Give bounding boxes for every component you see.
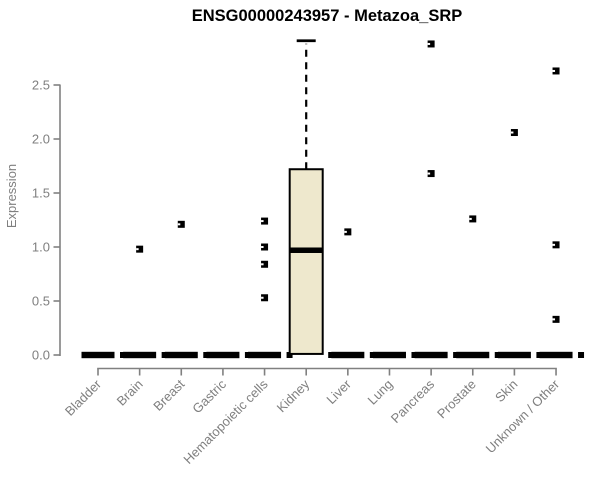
- y-tick-label: 0.5: [32, 294, 50, 309]
- y-tick-label: 1.0: [32, 240, 50, 255]
- box-hematopoietic-cells: [248, 217, 293, 359]
- outlier-point: [552, 241, 560, 249]
- box-bladder: [81, 351, 126, 359]
- x-tick-label-breast: Breast: [150, 376, 187, 413]
- outlier-point: [261, 217, 269, 225]
- zero-side-square: [120, 352, 126, 358]
- collapsed-box: [331, 351, 365, 359]
- box-unknown-other: [539, 67, 585, 359]
- collapsed-box: [123, 351, 157, 359]
- outlier-point: [469, 215, 477, 223]
- outlier-point-slit: [510, 131, 514, 134]
- outlier-point: [552, 315, 560, 323]
- outlier-point-slit: [469, 217, 472, 220]
- y-tick-label: 1.5: [32, 186, 50, 201]
- outlier-point-slit: [136, 248, 139, 251]
- zero-side-square: [369, 352, 376, 358]
- y-tick-label: 2.5: [32, 78, 50, 93]
- outlier-point: [136, 245, 144, 253]
- collapsed-box: [248, 351, 282, 359]
- x-tick-label-gastric: Gastric: [189, 376, 229, 416]
- collapsed-box: [206, 351, 240, 359]
- x-tick-label-prostate: Prostate: [434, 377, 479, 422]
- zero-side-square: [244, 352, 251, 358]
- zero-side-square: [578, 352, 585, 358]
- outlier-point-slit: [261, 246, 264, 248]
- outlier-point: [177, 220, 185, 228]
- zero-side-square: [203, 352, 210, 358]
- x-tick-label-brain: Brain: [114, 377, 146, 409]
- collapsed-box: [164, 351, 198, 359]
- outlier-point: [261, 260, 269, 268]
- zero-side-square: [494, 352, 501, 358]
- box-rect: [288, 168, 324, 355]
- outlier-point-slit: [177, 223, 181, 226]
- outlier-point: [427, 170, 435, 178]
- zero-side-square: [161, 352, 168, 358]
- chart-title: ENSG00000243957 - Metazoa_SRP: [191, 7, 463, 25]
- x-tick-label-kidney: Kidney: [274, 376, 313, 415]
- zero-side-square: [286, 352, 293, 358]
- outlier-point-slit: [552, 243, 556, 246]
- y-axis-title: Expression: [4, 164, 19, 228]
- outlier-point-slit: [552, 69, 556, 72]
- outlier-point-slit: [344, 230, 347, 233]
- outlier-point-slit: [552, 318, 556, 321]
- x-tick-label-lung: Lung: [365, 377, 396, 408]
- median-line: [289, 247, 323, 253]
- y-tick-label: 2.0: [32, 132, 50, 147]
- box-liver: [331, 228, 376, 359]
- collapsed-box: [539, 351, 573, 359]
- outlier-point-slit: [261, 296, 264, 299]
- zero-side-square: [328, 352, 335, 358]
- outlier-point-slit: [261, 263, 264, 266]
- collapsed-box: [81, 351, 115, 359]
- outlier-point: [261, 243, 269, 251]
- collapsed-box: [372, 351, 406, 359]
- zero-side-square: [453, 352, 460, 358]
- outlier-point-slit: [261, 220, 264, 223]
- zero-side-square: [411, 352, 418, 358]
- box-lung: [372, 351, 418, 359]
- zero-side-square: [536, 352, 543, 358]
- x-tick-label-bladder: Bladder: [62, 376, 105, 419]
- outlier-point-slit: [427, 42, 431, 45]
- x-tick-label-skin: Skin: [492, 377, 520, 405]
- collapsed-box: [456, 351, 490, 359]
- x-tick-label-liver: Liver: [323, 376, 354, 407]
- box-skin: [497, 129, 543, 359]
- outlier-point: [261, 294, 269, 302]
- box-prostate: [456, 215, 501, 359]
- x-tick-label-pancreas: Pancreas: [388, 376, 438, 426]
- outlier-point: [552, 67, 560, 75]
- outlier-point: [510, 129, 518, 137]
- x-tick-label-unknown-other: Unknown / Other: [483, 376, 563, 456]
- box-brain: [123, 245, 168, 359]
- collapsed-box: [414, 351, 448, 359]
- box-gastric: [206, 351, 251, 359]
- outlier-point: [427, 40, 435, 48]
- box-breast: [164, 220, 210, 359]
- y-tick-label: 0.0: [32, 348, 50, 363]
- box-kidney: [288, 39, 335, 358]
- outlier-point: [344, 228, 352, 236]
- collapsed-box: [497, 351, 531, 359]
- box-pancreas: [414, 40, 460, 359]
- outlier-point-slit: [427, 172, 431, 175]
